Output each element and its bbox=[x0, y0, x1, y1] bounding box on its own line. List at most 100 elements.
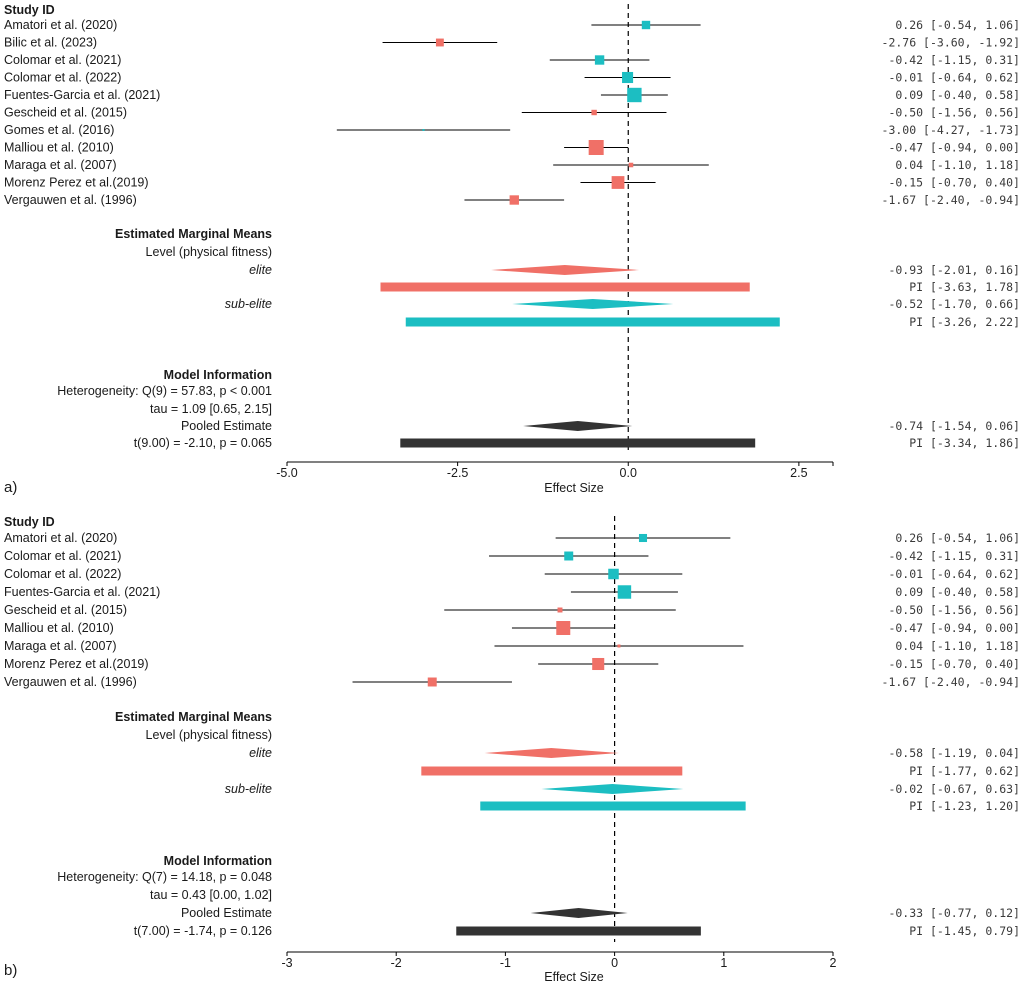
study-ci-value: -0.42 [-1.15, 0.31] bbox=[888, 53, 1020, 67]
study-effect-square bbox=[638, 533, 648, 543]
study-ci-value: -0.47 [-0.94, 0.00] bbox=[888, 621, 1020, 635]
study-label: Colomar et al. (2021) bbox=[4, 549, 121, 563]
study-label: Amatori et al. (2020) bbox=[4, 531, 117, 545]
x-tick-label: -2.5 bbox=[447, 466, 469, 480]
x-tick-label: 2.5 bbox=[790, 466, 807, 480]
level-label: Level (physical fitness) bbox=[146, 728, 272, 742]
study-label: Amatori et al. (2020) bbox=[4, 18, 117, 32]
tau-text: tau = 0.43 [0.00, 1.02] bbox=[150, 888, 272, 902]
emm-heading: Estimated Marginal Means bbox=[115, 710, 272, 724]
study-effect-square bbox=[591, 109, 597, 116]
emm-level-label: elite bbox=[249, 263, 272, 277]
emm-prediction-interval-bar bbox=[421, 766, 683, 776]
x-tick-label: 0 bbox=[611, 956, 618, 970]
emm-pi-value: PI [-3.26, 2.22] bbox=[909, 315, 1020, 329]
study-label: Gescheid et al. (2015) bbox=[4, 603, 127, 617]
study-label: Malliou et al. (2010) bbox=[4, 621, 114, 635]
emm-level-label: elite bbox=[249, 746, 272, 760]
tau-text: tau = 1.09 [0.65, 2.15] bbox=[150, 402, 272, 416]
panel-label: b) bbox=[4, 962, 17, 979]
pooled-pi-value: PI [-1.45, 0.79] bbox=[909, 924, 1020, 938]
emm-heading: Estimated Marginal Means bbox=[115, 227, 272, 241]
x-tick-label: -3 bbox=[281, 956, 292, 970]
study-ci-value: -0.01 [-0.64, 0.62] bbox=[888, 71, 1020, 85]
model-info-heading: Model Information bbox=[164, 854, 272, 868]
study-effect-square bbox=[556, 621, 571, 635]
emm-level-label: sub-elite bbox=[225, 297, 272, 311]
emm-diamond bbox=[491, 265, 640, 275]
x-tick-label: -2 bbox=[391, 956, 402, 970]
x-tick-label: -1 bbox=[500, 956, 511, 970]
study-ci-value: 0.09 [-0.40, 0.58] bbox=[895, 585, 1020, 599]
study-effect-square bbox=[611, 176, 625, 189]
study-effect-square bbox=[608, 568, 619, 580]
study-ci-value: -0.15 [-0.70, 0.40] bbox=[888, 657, 1020, 671]
test-statistic-text: t(9.00) = -2.10, p = 0.065 bbox=[134, 436, 272, 450]
study-label: Vergauwen et al. (1996) bbox=[4, 675, 137, 689]
emm-diamond bbox=[512, 299, 674, 309]
x-tick-label: -5.0 bbox=[276, 466, 298, 480]
study-effect-square bbox=[588, 140, 604, 155]
study-effect-square bbox=[427, 677, 437, 687]
study-ci-value: 0.09 [-0.40, 0.58] bbox=[895, 88, 1020, 102]
study-ci-value: -0.47 [-0.94, 0.00] bbox=[888, 141, 1020, 155]
study-ci-value: 0.26 [-0.54, 1.06] bbox=[895, 531, 1020, 545]
emm-diamond bbox=[541, 784, 684, 794]
x-tick-label: 2 bbox=[830, 956, 837, 970]
model-info-heading: Model Information bbox=[164, 368, 272, 382]
pooled-ci-value: -0.33 [-0.77, 0.12] bbox=[888, 906, 1020, 920]
study-ci-value: 0.04 [-1.10, 1.18] bbox=[895, 158, 1020, 172]
study-effect-square bbox=[564, 551, 574, 561]
study-effect-square bbox=[627, 87, 642, 103]
emm-diamond bbox=[484, 748, 619, 758]
study-ci-value: -2.76 [-3.60, -1.92] bbox=[882, 36, 1020, 50]
emm-ci-value: -0.52 [-1.70, 0.66] bbox=[888, 297, 1020, 311]
study-label: Maraga et al. (2007) bbox=[4, 639, 117, 653]
study-ci-value: -1.67 [-2.40, -0.94] bbox=[882, 193, 1020, 207]
study-effect-square bbox=[592, 657, 605, 671]
study-label: Maraga et al. (2007) bbox=[4, 158, 117, 172]
study-ci-value: -1.67 [-2.40, -0.94] bbox=[882, 675, 1020, 689]
study-label: Bilic et al. (2023) bbox=[4, 36, 97, 50]
pooled-estimate-label: Pooled Estimate bbox=[181, 419, 272, 433]
emm-level-label: sub-elite bbox=[225, 782, 272, 796]
study-label: Morenz Perez et al.(2019) bbox=[4, 657, 149, 671]
study-label: Malliou et al. (2010) bbox=[4, 141, 114, 155]
pooled-diamond bbox=[530, 908, 628, 918]
study-effect-square bbox=[422, 129, 425, 131]
study-label: Vergauwen et al. (1996) bbox=[4, 193, 137, 207]
study-ci-value: -0.15 [-0.70, 0.40] bbox=[888, 176, 1020, 190]
study-ci-value: -0.50 [-1.56, 0.56] bbox=[888, 603, 1020, 617]
study-effect-square bbox=[628, 162, 634, 168]
forest-panel-b: Study ID Amatori et al. (2020) 0.26 [-0.54… bbox=[4, 515, 1020, 984]
study-effect-square bbox=[435, 38, 444, 47]
pooled-diamond bbox=[523, 421, 633, 431]
emm-ci-value: -0.02 [-0.67, 0.63] bbox=[888, 782, 1020, 796]
emm-prediction-interval-bar bbox=[405, 317, 780, 327]
emm-pi-value: PI [-1.77, 0.62] bbox=[909, 764, 1020, 778]
emm-prediction-interval-bar bbox=[380, 282, 750, 292]
study-ci-value: -3.00 [-4.27, -1.73] bbox=[882, 123, 1020, 137]
study-label: Colomar et al. (2021) bbox=[4, 53, 121, 67]
study-id-header: Study ID bbox=[4, 515, 55, 529]
study-label: Morenz Perez et al.(2019) bbox=[4, 176, 149, 190]
emm-pi-value: PI [-1.23, 1.20] bbox=[909, 799, 1020, 813]
heterogeneity-text: Heterogeneity: Q(7) = 14.18, p = 0.048 bbox=[57, 870, 272, 884]
x-axis-label: Effect Size bbox=[544, 970, 604, 984]
study-label: Colomar et al. (2022) bbox=[4, 71, 121, 85]
x-tick-label: 1 bbox=[720, 956, 727, 970]
pooled-pi-value: PI [-3.34, 1.86] bbox=[909, 436, 1020, 450]
x-tick-label: 0.0 bbox=[620, 466, 637, 480]
study-label: Gomes et al. (2016) bbox=[4, 123, 114, 137]
study-label: Colomar et al. (2022) bbox=[4, 567, 121, 581]
study-effect-square bbox=[557, 607, 563, 613]
heterogeneity-text: Heterogeneity: Q(9) = 57.83, p < 0.001 bbox=[57, 384, 272, 398]
study-effect-square bbox=[509, 195, 519, 205]
study-effect-square bbox=[617, 644, 621, 648]
study-effect-square bbox=[622, 71, 634, 84]
study-label: Fuentes-Garcia et al. (2021) bbox=[4, 88, 160, 102]
emm-pi-value: PI [-3.63, 1.78] bbox=[909, 280, 1020, 294]
pooled-prediction-interval-bar bbox=[400, 438, 756, 448]
